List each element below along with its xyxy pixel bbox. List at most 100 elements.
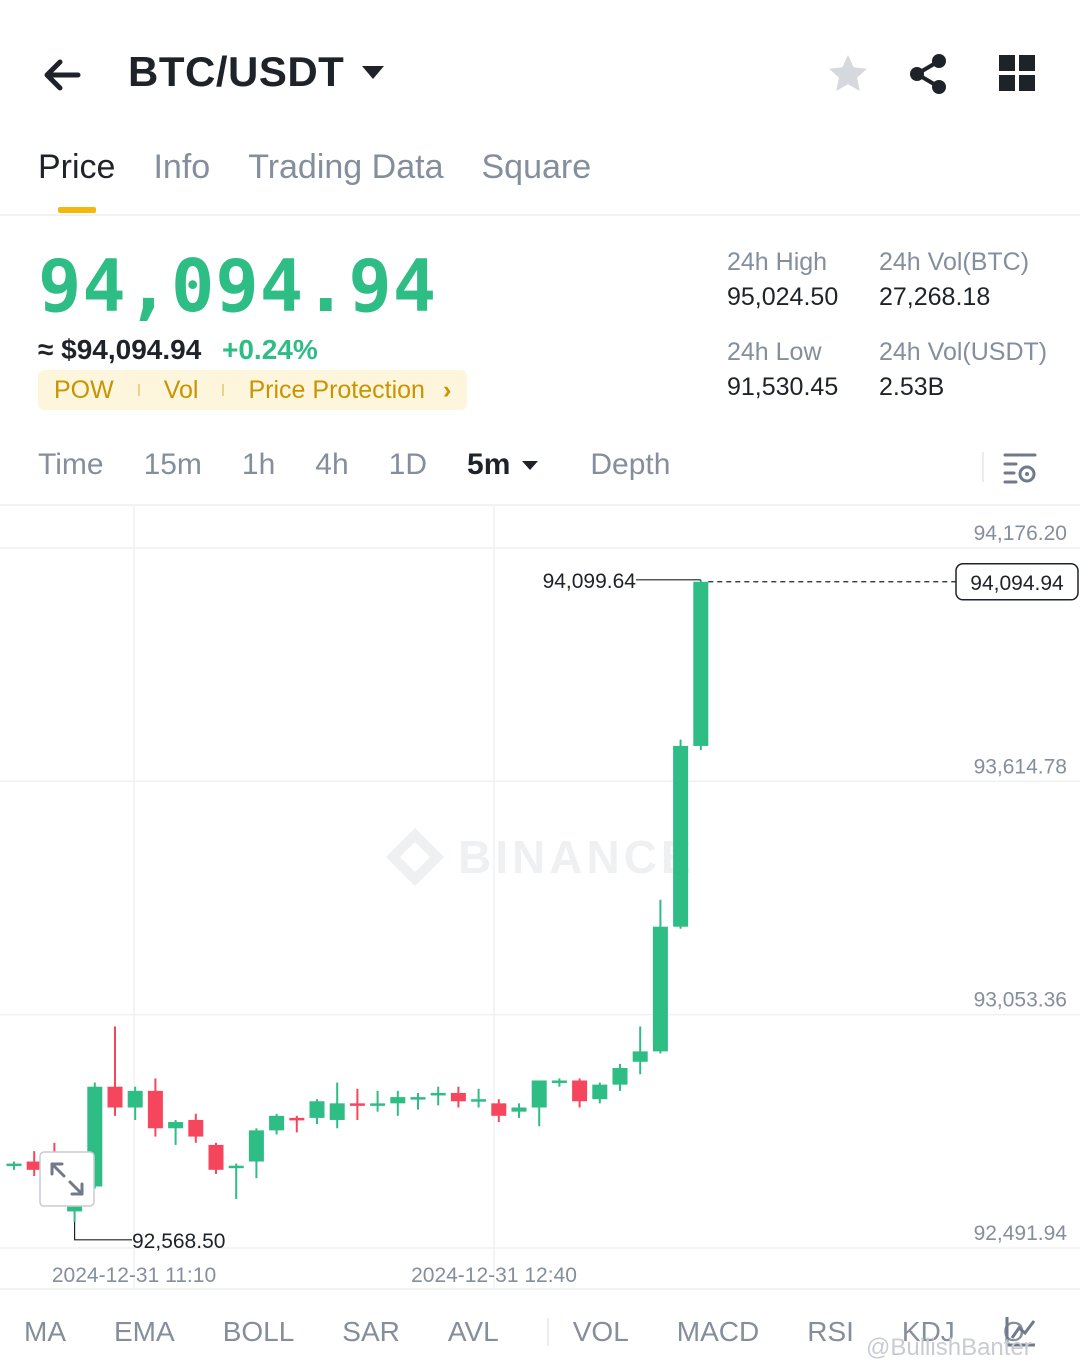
candle-body <box>26 1161 42 1170</box>
watermark-handle: @BullishBanter <box>866 1334 1032 1361</box>
tag-price-protection[interactable]: Price Protection <box>248 375 425 404</box>
share-icon[interactable] <box>906 52 950 96</box>
candle-body <box>471 1099 487 1102</box>
tab-price[interactable]: Price <box>38 148 116 186</box>
price-change: +0.24% <box>222 334 318 365</box>
low-annotation-line <box>74 1221 132 1241</box>
candle-body <box>673 745 689 927</box>
interval-15m[interactable]: 15m <box>143 448 202 481</box>
candle-body <box>208 1144 224 1170</box>
candle-body <box>127 1090 143 1108</box>
candle-body <box>329 1103 345 1120</box>
candle-body <box>612 1068 628 1085</box>
active-tab-indicator <box>58 207 96 213</box>
star-icon[interactable] <box>826 52 870 96</box>
watermark-text: BINANCE <box>458 831 696 883</box>
tab-depth[interactable]: Depth <box>590 448 671 481</box>
interval-divider <box>0 504 1080 506</box>
tag-separator <box>137 384 140 396</box>
high-label: 24h High <box>727 248 828 276</box>
candle-body <box>269 1115 285 1131</box>
main-tabs: Price Info Trading Data Square <box>38 148 591 187</box>
vol-btc-value: 27,268.18 <box>879 283 991 311</box>
indicator-boll[interactable]: BOLL <box>222 1316 295 1347</box>
indicator-avl[interactable]: AVL <box>447 1316 499 1347</box>
candlestick-chart[interactable]: 94,176.20 93,614.78 93,053.36 92,491.94 2024… <box>0 506 1080 1290</box>
candle-body <box>370 1103 386 1106</box>
candle-body <box>652 926 668 1052</box>
y-tick-label: 93,053.36 <box>974 989 1067 1012</box>
candle-body <box>147 1090 163 1129</box>
indicator-chart-icon[interactable] <box>1004 1314 1038 1348</box>
indicator-kdj[interactable]: KDJ <box>901 1316 955 1347</box>
candle-body <box>168 1122 184 1129</box>
chart-bottom-divider <box>0 1288 1080 1290</box>
candle-body <box>491 1103 507 1116</box>
pair-selector[interactable]: BTC/USDT <box>128 48 385 96</box>
indicator-rsi[interactable]: RSI <box>807 1316 854 1347</box>
x-tick-label: 2024-12-31 12:40 <box>411 1264 577 1287</box>
binance-logo-icon <box>386 828 444 886</box>
interval-4h[interactable]: 4h <box>315 448 349 481</box>
candle-body <box>107 1086 123 1108</box>
indicator-separator <box>546 1318 549 1346</box>
tag-vol[interactable]: Vol <box>163 375 199 404</box>
last-price-tag <box>955 563 1079 601</box>
chevron-right-icon: › <box>442 375 452 404</box>
indicator-ma[interactable]: MA <box>24 1316 66 1347</box>
low-value: 91,530.45 <box>727 373 839 401</box>
interval-selected[interactable]: 5m <box>467 448 539 482</box>
tabs-divider <box>0 214 1080 216</box>
y-tick-label: 93,614.78 <box>974 755 1067 778</box>
binance-watermark: BINANCE <box>386 828 696 886</box>
chart-settings-icon[interactable] <box>1002 450 1038 486</box>
interval-bar: Time 15m 1h 4h 1D 5m Depth <box>38 448 710 482</box>
grid-menu-icon[interactable] <box>998 54 1036 92</box>
interval-selected-label: 5m <box>467 448 511 481</box>
last-price-label: 94,094.94 <box>970 572 1064 595</box>
y-tick-label: 92,491.94 <box>974 1222 1068 1245</box>
candle-body <box>6 1163 22 1167</box>
tab-square[interactable]: Square <box>481 148 592 186</box>
candle-body <box>188 1119 204 1137</box>
candle-body <box>450 1092 466 1102</box>
interval-time[interactable]: Time <box>38 448 104 481</box>
candle-body <box>551 1080 567 1083</box>
tag-bar[interactable]: POW Vol Price Protection › <box>38 370 468 410</box>
tab-trading-data[interactable]: Trading Data <box>248 148 444 186</box>
expand-icon <box>50 1162 84 1196</box>
indicator-sar[interactable]: SAR <box>342 1316 400 1347</box>
pair-title: BTC/USDT <box>128 48 345 95</box>
fiat-price: ≈ $94,094.94 <box>38 334 202 365</box>
interval-1d[interactable]: 1D <box>388 448 428 481</box>
back-arrow-icon[interactable] <box>38 50 88 100</box>
candle-body <box>410 1097 426 1100</box>
vol-usdt-label: 24h Vol(USDT) <box>879 338 1048 366</box>
vol-btc-label: 24h Vol(BTC) <box>879 248 1030 276</box>
tag-pow[interactable]: POW <box>54 375 114 404</box>
expand-chart-button[interactable] <box>39 1151 95 1207</box>
indicator-vol[interactable]: VOL <box>572 1316 629 1347</box>
candle-body <box>632 1051 648 1062</box>
indicator-macd[interactable]: MACD <box>676 1316 760 1347</box>
candle-body <box>390 1097 406 1104</box>
top-bar: BTC/USDT <box>0 0 1080 130</box>
vol-usdt-value: 2.53B <box>879 373 945 401</box>
chevron-down-icon <box>522 460 539 470</box>
candle-body <box>228 1165 244 1169</box>
low-label: 24h Low <box>727 338 822 366</box>
low-annotation: 92,568.50 <box>132 1230 225 1253</box>
interval-1h[interactable]: 1h <box>241 448 276 481</box>
last-price: 94,094.94 <box>38 244 438 328</box>
candle-body <box>693 581 709 746</box>
chevron-down-icon <box>362 65 385 79</box>
high-annotation: 94,099.64 <box>543 570 637 593</box>
candle-body <box>511 1107 527 1112</box>
indicator-ema[interactable]: EMA <box>114 1316 175 1347</box>
candle-body <box>572 1080 588 1102</box>
candle-body <box>592 1084 608 1100</box>
tag-separator <box>222 384 225 396</box>
candle-body <box>349 1103 365 1106</box>
tab-info[interactable]: Info <box>153 148 211 186</box>
candle-body <box>430 1092 446 1096</box>
